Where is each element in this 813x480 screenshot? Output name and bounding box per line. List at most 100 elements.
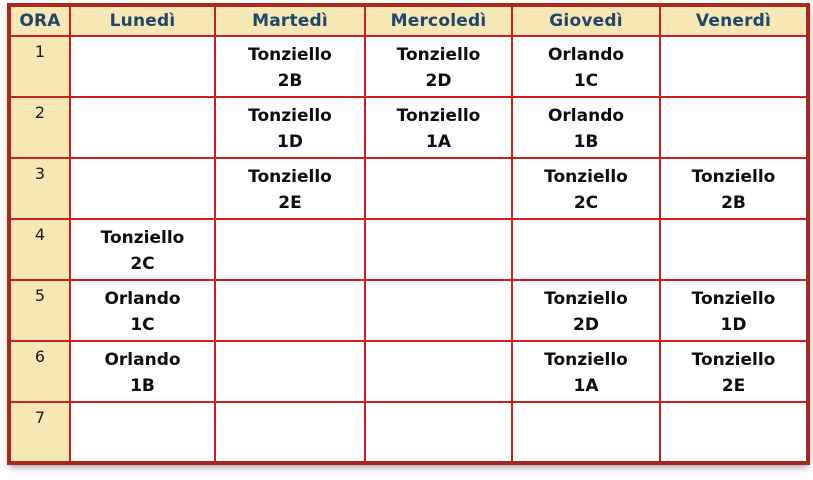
class-code: 2B: [721, 193, 746, 213]
teacher-name: Tonziello: [248, 45, 332, 65]
class-code: 1A: [426, 132, 451, 152]
teacher-name: Tonziello: [544, 167, 628, 187]
schedule-cell: Orlando 1C: [69, 279, 216, 342]
class-code: 1D: [720, 315, 747, 335]
column-header-day: Lunedì: [69, 4, 216, 37]
class-code: [72, 190, 213, 216]
teacher-name: [662, 225, 805, 251]
schedule-cell: Tonziello 2E: [659, 340, 809, 403]
class-code: [72, 434, 213, 460]
teacher-name: Orlando: [104, 350, 181, 370]
table-row: 2 Tonziello 1D Tonziello 1A Orlando 1B: [8, 96, 809, 159]
timetable-sheet: ORA Lunedì Martedì Mercoledì Giovedì Venerdì …: [7, 3, 810, 465]
schedule-cell: [69, 35, 216, 98]
column-header-ora: ORA: [8, 4, 71, 37]
hour-number: 7: [8, 401, 71, 464]
teacher-name: [662, 103, 805, 129]
schedule-cell: [214, 340, 366, 403]
class-code: 2B: [277, 71, 303, 91]
class-code: [367, 434, 510, 460]
teacher-name: Tonziello: [100, 228, 185, 248]
hour-number: 5: [8, 279, 71, 342]
teacher-name: Tonziello: [691, 167, 776, 187]
teacher-name: Tonziello: [396, 106, 481, 126]
schedule-cell: [659, 96, 809, 159]
hour-number: 2: [8, 96, 71, 159]
class-code: [662, 434, 805, 460]
header-row: ORA Lunedì Martedì Mercoledì Giovedì Venerdì: [8, 4, 809, 37]
class-code: [217, 434, 363, 460]
class-code: [662, 68, 805, 94]
schedule-cell: Tonziello 1D: [214, 96, 366, 159]
hour-number: 1: [8, 35, 71, 98]
teacher-name: [217, 347, 363, 373]
hour-number: 6: [8, 340, 71, 403]
schedule-cell: Tonziello 1A: [364, 96, 513, 159]
class-code: [367, 190, 510, 216]
teacher-name: Tonziello: [544, 350, 628, 370]
column-header-day: Martedì: [214, 4, 366, 37]
class-code: 1C: [573, 71, 599, 91]
schedule-cell: [659, 401, 809, 464]
schedule-cell: Tonziello 2C: [511, 157, 661, 220]
teacher-name: [72, 164, 213, 190]
class-code: 2E: [278, 193, 302, 213]
class-code: 1B: [573, 132, 599, 152]
column-header-day: Venerdì: [659, 4, 809, 37]
schedule-cell: [214, 401, 366, 464]
schedule-cell: [69, 157, 216, 220]
class-code: [367, 312, 510, 338]
schedule-cell: Tonziello 2E: [214, 157, 366, 220]
teacher-name: [217, 286, 363, 312]
schedule-cell: Tonziello 1A: [511, 340, 661, 403]
teacher-name: Tonziello: [396, 45, 481, 65]
class-code: [72, 68, 213, 94]
schedule-cell: Orlando 1B: [511, 96, 661, 159]
weekly-timetable: ORA Lunedì Martedì Mercoledì Giovedì Venerdì …: [7, 3, 810, 465]
teacher-name: [514, 408, 658, 434]
teacher-name: [662, 42, 805, 68]
teacher-name: Tonziello: [248, 106, 332, 126]
schedule-cell: Orlando 1C: [511, 35, 661, 98]
class-code: 2C: [130, 254, 155, 274]
schedule-cell: [69, 401, 216, 464]
schedule-cell: Tonziello 2C: [69, 218, 216, 281]
class-code: 2E: [721, 376, 746, 396]
schedule-cell: Tonziello 2B: [214, 35, 366, 98]
schedule-cell: [511, 401, 661, 464]
schedule-cell: [659, 35, 809, 98]
teacher-name: Tonziello: [248, 167, 332, 187]
class-code: [217, 312, 363, 338]
column-header-day: Giovedì: [511, 4, 661, 37]
teacher-name: [662, 408, 805, 434]
teacher-name: [72, 408, 213, 434]
class-code: [72, 129, 213, 155]
schedule-cell: [214, 218, 366, 281]
class-code: 2D: [425, 71, 452, 91]
schedule-cell: Tonziello 1D: [659, 279, 809, 342]
schedule-cell: [364, 401, 513, 464]
schedule-cell: [511, 218, 661, 281]
class-code: 2D: [573, 315, 599, 335]
schedule-cell: Tonziello 2B: [659, 157, 809, 220]
teacher-name: [217, 408, 363, 434]
class-code: [662, 251, 805, 277]
class-code: 1C: [130, 315, 155, 335]
hour-number: 4: [8, 218, 71, 281]
table-row: 1 Tonziello 2B Tonziello 2D Orlando 1C: [8, 35, 809, 98]
table-row: 5 Orlando 1C Tonziello 2D Tonziello 1D: [8, 279, 809, 342]
teacher-name: [72, 42, 213, 68]
column-header-day: Mercoledì: [364, 4, 513, 37]
teacher-name: Tonziello: [691, 289, 776, 309]
class-code: 1D: [277, 132, 303, 152]
schedule-cell: [364, 218, 513, 281]
schedule-cell: [69, 96, 216, 159]
schedule-cell: [214, 279, 366, 342]
table-row: 4 Tonziello 2C: [8, 218, 809, 281]
class-code: [367, 251, 510, 277]
table-row: 7: [8, 401, 809, 464]
teacher-name: Orlando: [547, 106, 625, 126]
class-code: [514, 251, 658, 277]
table-row: 6 Orlando 1B Tonziello 1A Tonziello 2E: [8, 340, 809, 403]
teacher-name: [72, 103, 213, 129]
